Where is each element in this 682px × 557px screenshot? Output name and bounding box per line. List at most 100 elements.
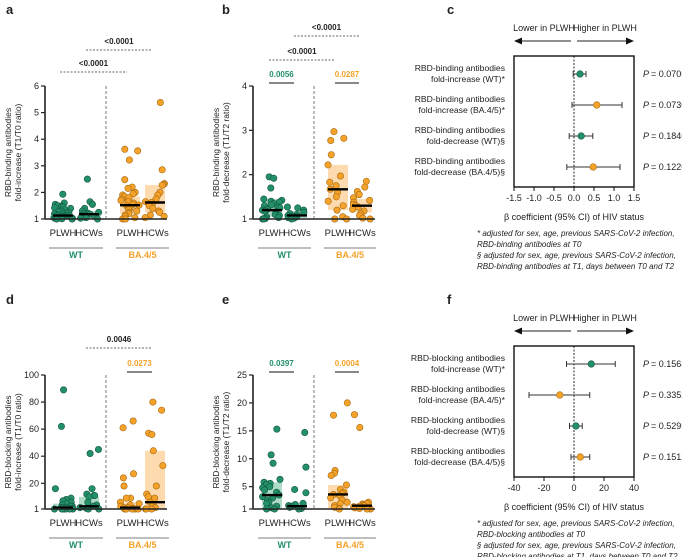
data-point: [327, 137, 335, 145]
data-point: [124, 184, 132, 192]
panel-letter-c: c: [447, 2, 454, 17]
data-point: [141, 214, 149, 222]
estimate-point: [587, 360, 595, 368]
p-value: P= 0.0736: [643, 100, 682, 110]
y-tick-label: 20: [29, 478, 39, 488]
y-tick-label: 1: [242, 214, 247, 224]
dot-plot-panel-e: RBD-blocking antibodies fold-decrease (T1…: [211, 359, 376, 550]
row-label: fold-increase (BA.4/5)*: [419, 105, 506, 115]
data-point: [117, 196, 125, 204]
y-tick-label: 40: [29, 451, 39, 461]
y-tick-label: 25: [237, 370, 247, 380]
data-point: [267, 184, 275, 192]
group-label: PLWH: [259, 228, 286, 239]
group-label: HCWs: [141, 518, 169, 529]
data-point: [59, 190, 67, 198]
y-tick-label: 2: [34, 187, 39, 197]
data-point: [131, 214, 139, 222]
p-value: P= 0.1563: [643, 359, 682, 369]
data-point: [330, 128, 338, 136]
y-tick-label: 3: [34, 161, 39, 171]
data-point: [152, 482, 160, 490]
data-point: [149, 398, 157, 406]
data-point: [261, 486, 269, 494]
data-point: [267, 201, 275, 209]
data-point: [57, 422, 65, 430]
data-point: [121, 176, 129, 184]
data-point: [121, 145, 129, 153]
data-point: [122, 494, 130, 502]
group-label: HCWs: [283, 228, 311, 239]
data-point: [366, 196, 374, 204]
data-point: [156, 98, 164, 106]
data-point: [134, 147, 142, 155]
data-point: [120, 482, 128, 490]
lower-in-plwh-label: Lower in PLWH: [513, 313, 575, 323]
variant-label: BA.4/5: [336, 540, 364, 550]
variant-label: WT: [278, 540, 292, 550]
data-point: [266, 483, 274, 491]
data-point: [269, 459, 277, 467]
x-tick-label: -40: [507, 483, 520, 493]
x-tick-label: -20: [537, 483, 550, 493]
data-point: [158, 181, 166, 189]
variant-label: BA.4/5: [128, 250, 156, 260]
y-tick-label: 5: [242, 482, 247, 492]
x-tick-label: 40: [629, 483, 639, 493]
higher-in-plwh-label: Higher in PLWH: [573, 313, 637, 323]
y-axis-label: RBD-binding antibodies fold-increase (T1/…: [3, 103, 23, 201]
variant-label: WT: [278, 250, 292, 260]
p-value: P= 0.1846: [643, 131, 682, 141]
data-point: [336, 172, 344, 180]
left-arrow-head-icon: [514, 327, 522, 335]
y-axis-label: RBD-blocking antibodies fold-increase (T1…: [3, 393, 23, 491]
data-point: [156, 208, 164, 216]
p-value-text: = 0.5295: [651, 421, 682, 431]
p-value-text: = 0.1512: [651, 452, 682, 462]
data-point: [158, 166, 166, 174]
data-point: [283, 203, 291, 211]
footnote: RBD-binding antibodies at T1, days betwe…: [477, 262, 675, 271]
p-value: P= 0.3352: [643, 390, 682, 400]
p-value-label: 0.0273: [127, 359, 152, 368]
data-point: [60, 386, 68, 394]
data-point: [340, 134, 348, 142]
p-value: P= 0.1512: [643, 452, 682, 462]
data-point: [302, 463, 310, 471]
row-label: RBD-blocking antibodies: [411, 415, 505, 425]
data-point: [342, 481, 350, 489]
group-label: PLWH: [259, 518, 286, 529]
row-label: fold-decrease (BA.4/5)§: [414, 167, 505, 177]
data-point: [94, 445, 102, 453]
y-tick-label: 3: [242, 125, 247, 135]
data-point: [324, 197, 332, 205]
x-tick-label: -1.0: [526, 193, 542, 203]
x-axis-label: β coefficient (95% CI) of HIV status: [504, 502, 645, 512]
data-point: [333, 206, 341, 214]
y-axis-label-line: RBD-blocking antibodies: [3, 395, 13, 488]
y-tick-label: 4: [34, 134, 39, 144]
x-tick-label: -1.5: [506, 193, 522, 203]
data-point: [332, 193, 340, 201]
x-tick-label: 1.0: [608, 193, 621, 203]
data-point: [350, 411, 358, 419]
y-tick-label: 60: [29, 424, 39, 434]
p-value-label: 0.0287: [335, 70, 360, 79]
estimate-point: [556, 391, 564, 399]
p-value-text: = 0.3352: [651, 390, 682, 400]
data-point: [291, 485, 299, 493]
data-point: [149, 447, 157, 455]
data-point: [83, 175, 91, 183]
p-symbol: P: [643, 390, 649, 400]
p-value-label: 0.0056: [269, 70, 294, 79]
data-point: [301, 429, 309, 437]
variant-label: BA.4/5: [336, 250, 364, 260]
data-point: [332, 182, 340, 190]
y-tick-label: 2: [242, 170, 247, 180]
row-label: RBD-blocking antibodies: [411, 446, 505, 456]
estimate-point: [593, 101, 601, 109]
row-label: RBD-binding antibodies: [415, 156, 505, 166]
data-point: [324, 161, 332, 169]
right-arrow-head-icon: [626, 327, 634, 335]
